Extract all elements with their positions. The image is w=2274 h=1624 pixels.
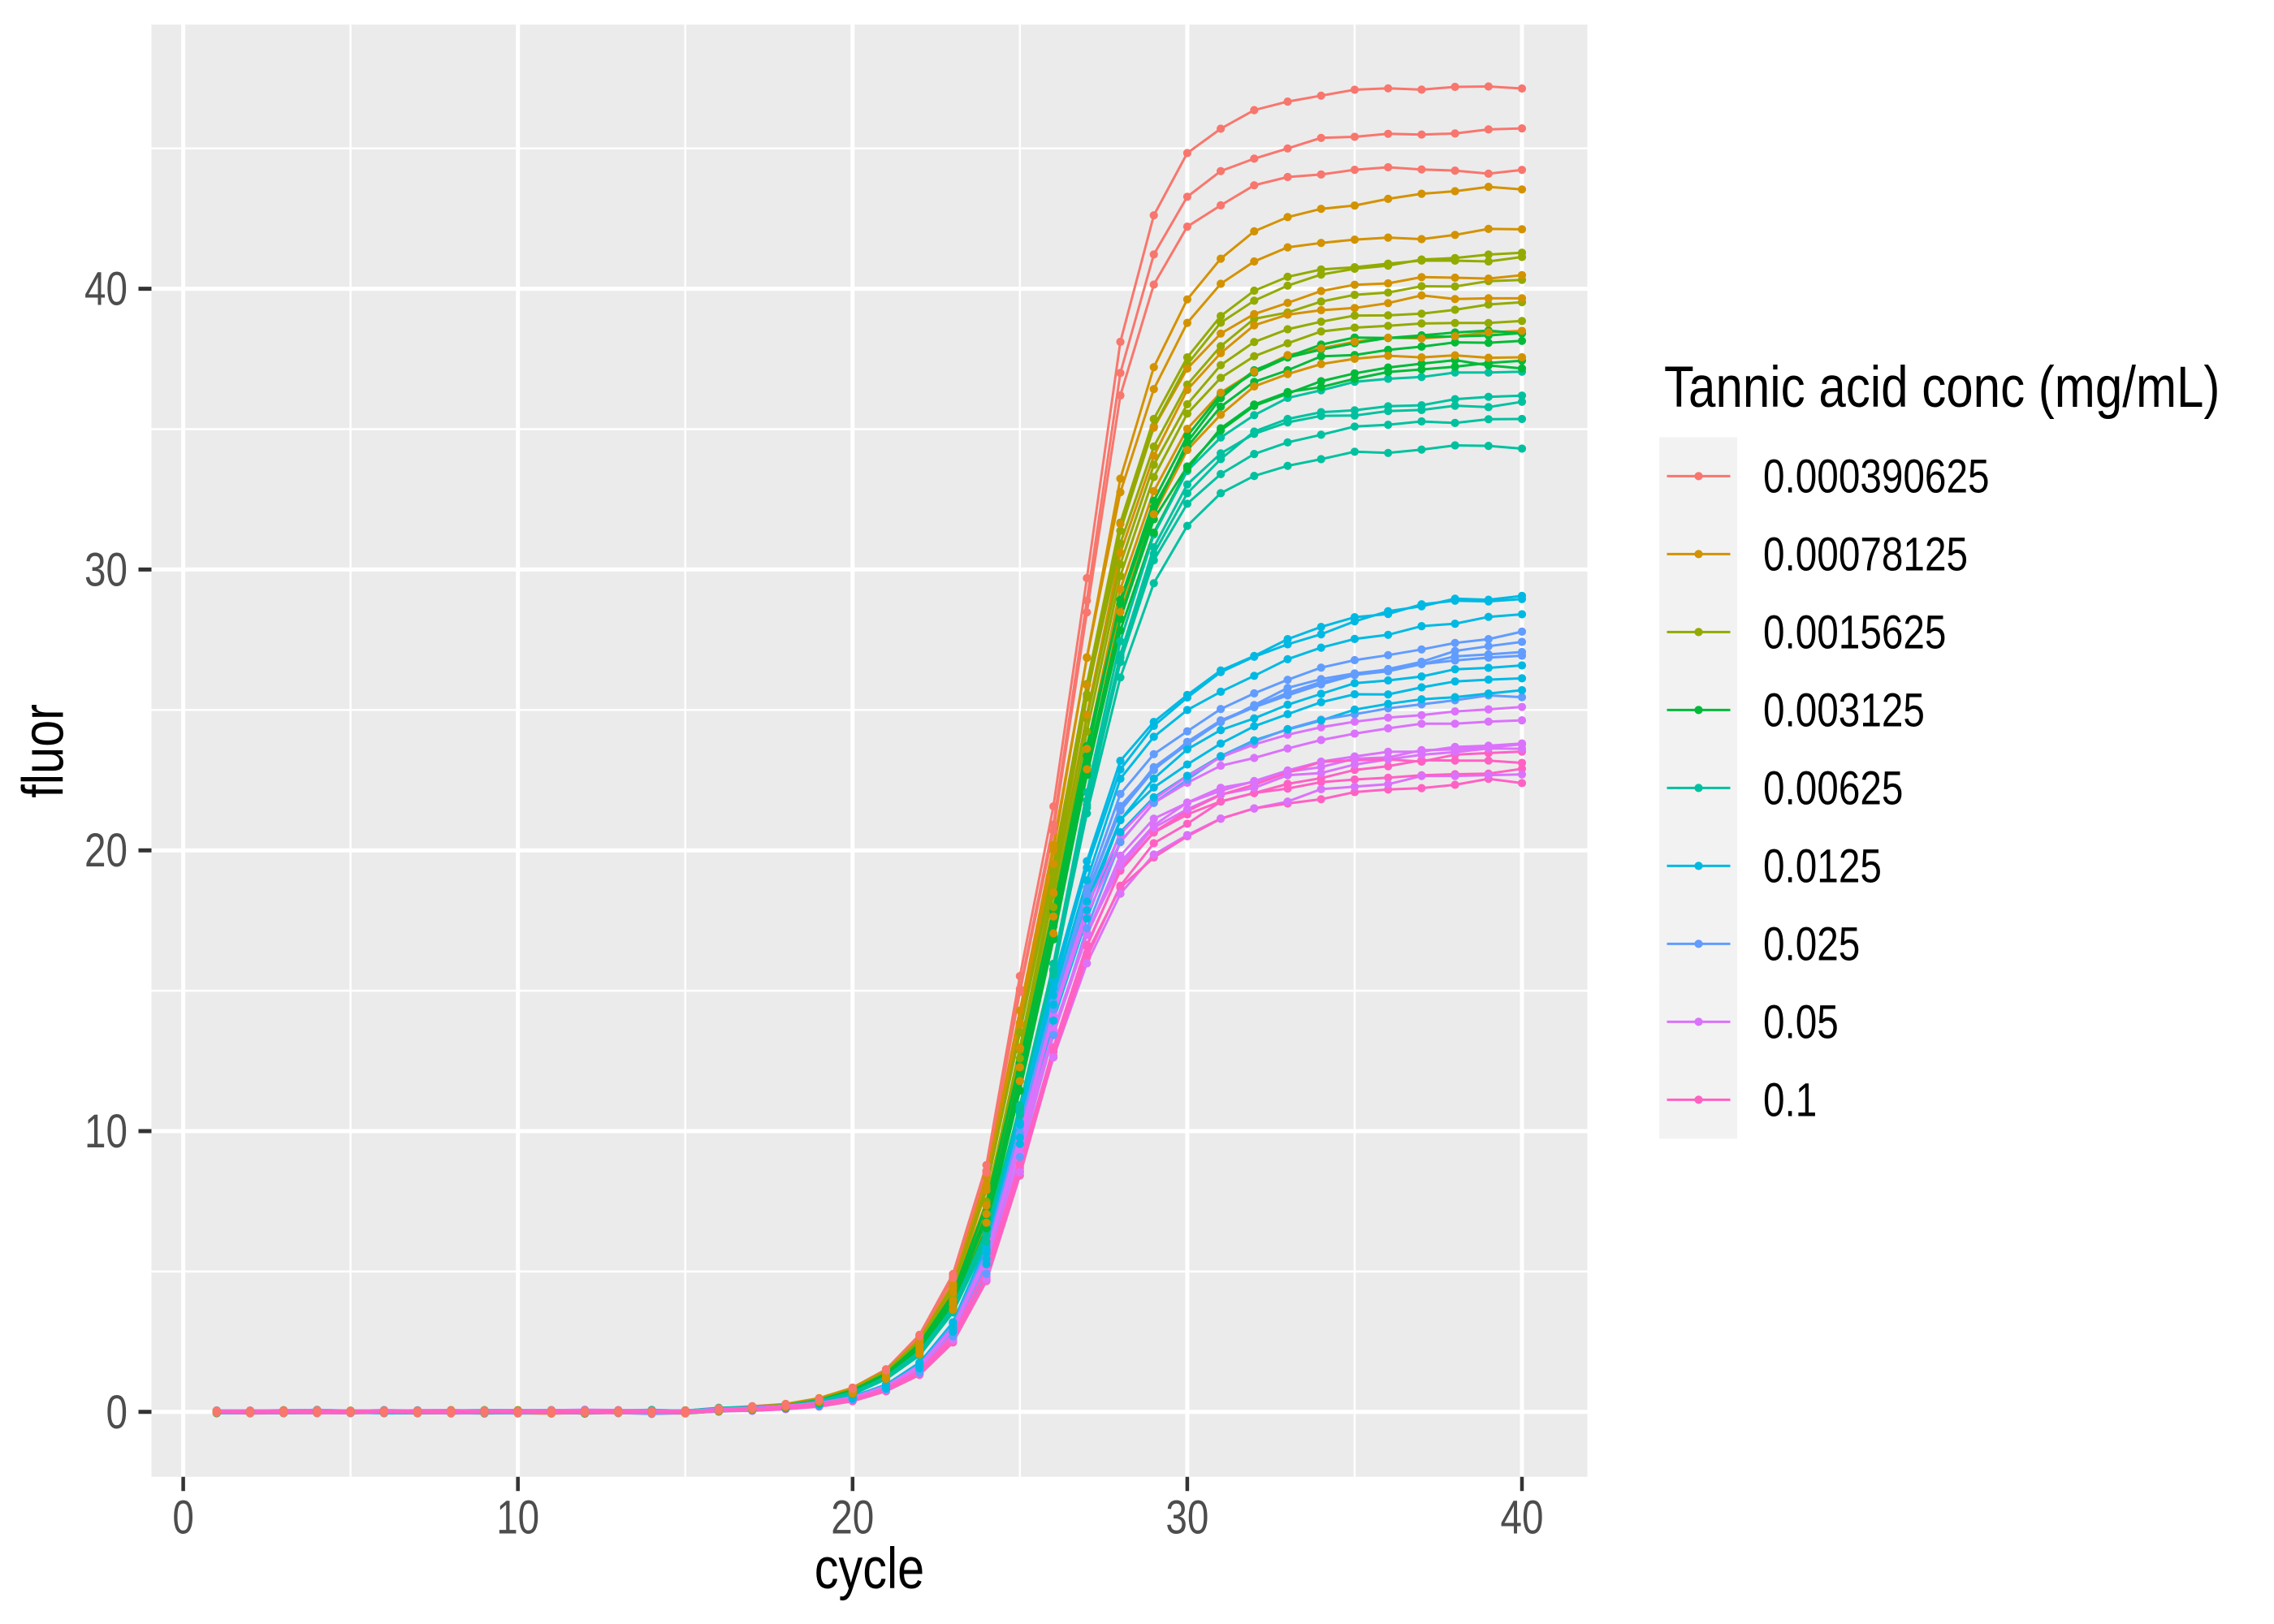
svg-text:0.1: 0.1: [1763, 1073, 1817, 1126]
svg-text:0: 0: [106, 1386, 128, 1439]
svg-text:0.00078125: 0.00078125: [1763, 528, 1968, 581]
svg-text:0: 0: [172, 1491, 194, 1544]
svg-text:40: 40: [1501, 1491, 1544, 1544]
svg-text:0.003125: 0.003125: [1763, 684, 1925, 736]
svg-text:0.0015625: 0.0015625: [1763, 606, 1946, 659]
svg-text:0.05: 0.05: [1763, 996, 1839, 1048]
svg-text:10: 10: [84, 1105, 128, 1158]
svg-text:40: 40: [84, 263, 128, 316]
svg-text:fluor: fluor: [11, 704, 76, 798]
svg-text:20: 20: [84, 824, 128, 877]
svg-text:0.00625: 0.00625: [1763, 762, 1903, 814]
svg-text:0.000390625: 0.000390625: [1763, 450, 1990, 503]
svg-text:20: 20: [831, 1491, 874, 1544]
svg-text:30: 30: [84, 543, 128, 596]
svg-text:30: 30: [1165, 1491, 1208, 1544]
svg-text:cycle: cycle: [815, 1536, 925, 1601]
svg-text:0.0125: 0.0125: [1763, 840, 1882, 892]
svg-text:10: 10: [496, 1491, 539, 1544]
svg-text:Tannic acid conc (mg/mL): Tannic acid conc (mg/mL): [1664, 355, 2220, 420]
svg-text:0.025: 0.025: [1763, 918, 1860, 970]
